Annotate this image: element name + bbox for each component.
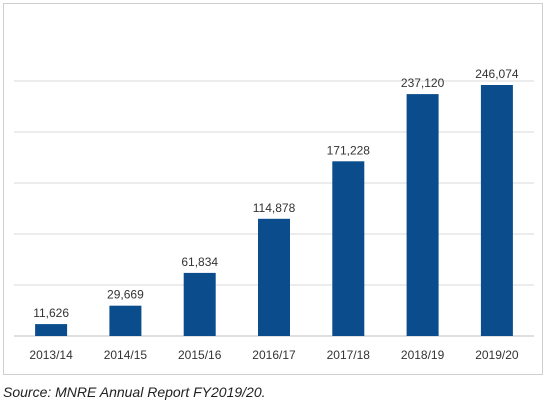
source-note: Source: MNRE Annual Report FY2019/20. (3, 384, 266, 400)
bar-2014-15 (109, 305, 142, 336)
bar-2015-16 (183, 272, 216, 336)
bar-2017-18 (332, 161, 365, 336)
data-label-2015-16: 61,834 (181, 255, 218, 269)
x-tick-label-2017-18: 2017/18 (327, 348, 371, 362)
x-tick-label-2013-14: 2013/14 (29, 348, 73, 362)
x-tick-label-2014-15: 2014/15 (104, 348, 148, 362)
data-label-2013-14: 11,626 (33, 306, 69, 320)
bar-chart: 11,626 2013/14 29,669 2014/15 61,834 2015/16 1… (14, 67, 534, 362)
bar-2016-17 (258, 218, 290, 336)
data-label-2019-20: 246,074 (475, 67, 519, 81)
data-label-2017-18: 171,228 (327, 143, 371, 157)
x-tick-label-2019-20: 2019/20 (475, 348, 519, 362)
x-tick-label-2016-17: 2016/17 (252, 348, 296, 362)
data-label-2014-15: 29,669 (107, 288, 144, 302)
data-label-2016-17: 114,878 (253, 201, 296, 215)
x-tick-label-2018-19: 2018/19 (401, 348, 445, 362)
bar-2019-20 (480, 85, 513, 336)
bar-2018-19 (406, 94, 439, 336)
data-label-2018-19: 237,120 (401, 76, 445, 90)
x-tick-label-2015-16: 2015/16 (178, 348, 222, 362)
bar-2013-14 (35, 324, 68, 336)
